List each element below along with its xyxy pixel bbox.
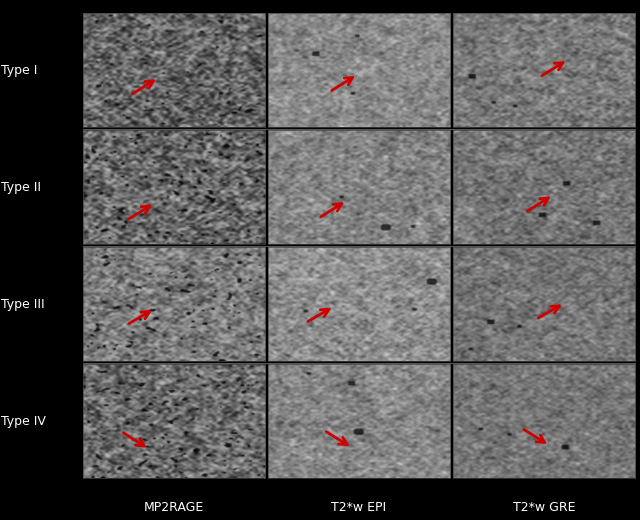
Text: Type III: Type III xyxy=(1,298,45,311)
Text: Type II: Type II xyxy=(1,180,41,193)
Text: Type I: Type I xyxy=(1,63,38,76)
Text: MP2RAGE: MP2RAGE xyxy=(144,501,204,514)
Text: T2*w EPI: T2*w EPI xyxy=(332,501,387,514)
Text: T2*w GRE: T2*w GRE xyxy=(513,501,575,514)
Text: Type IV: Type IV xyxy=(1,415,46,428)
